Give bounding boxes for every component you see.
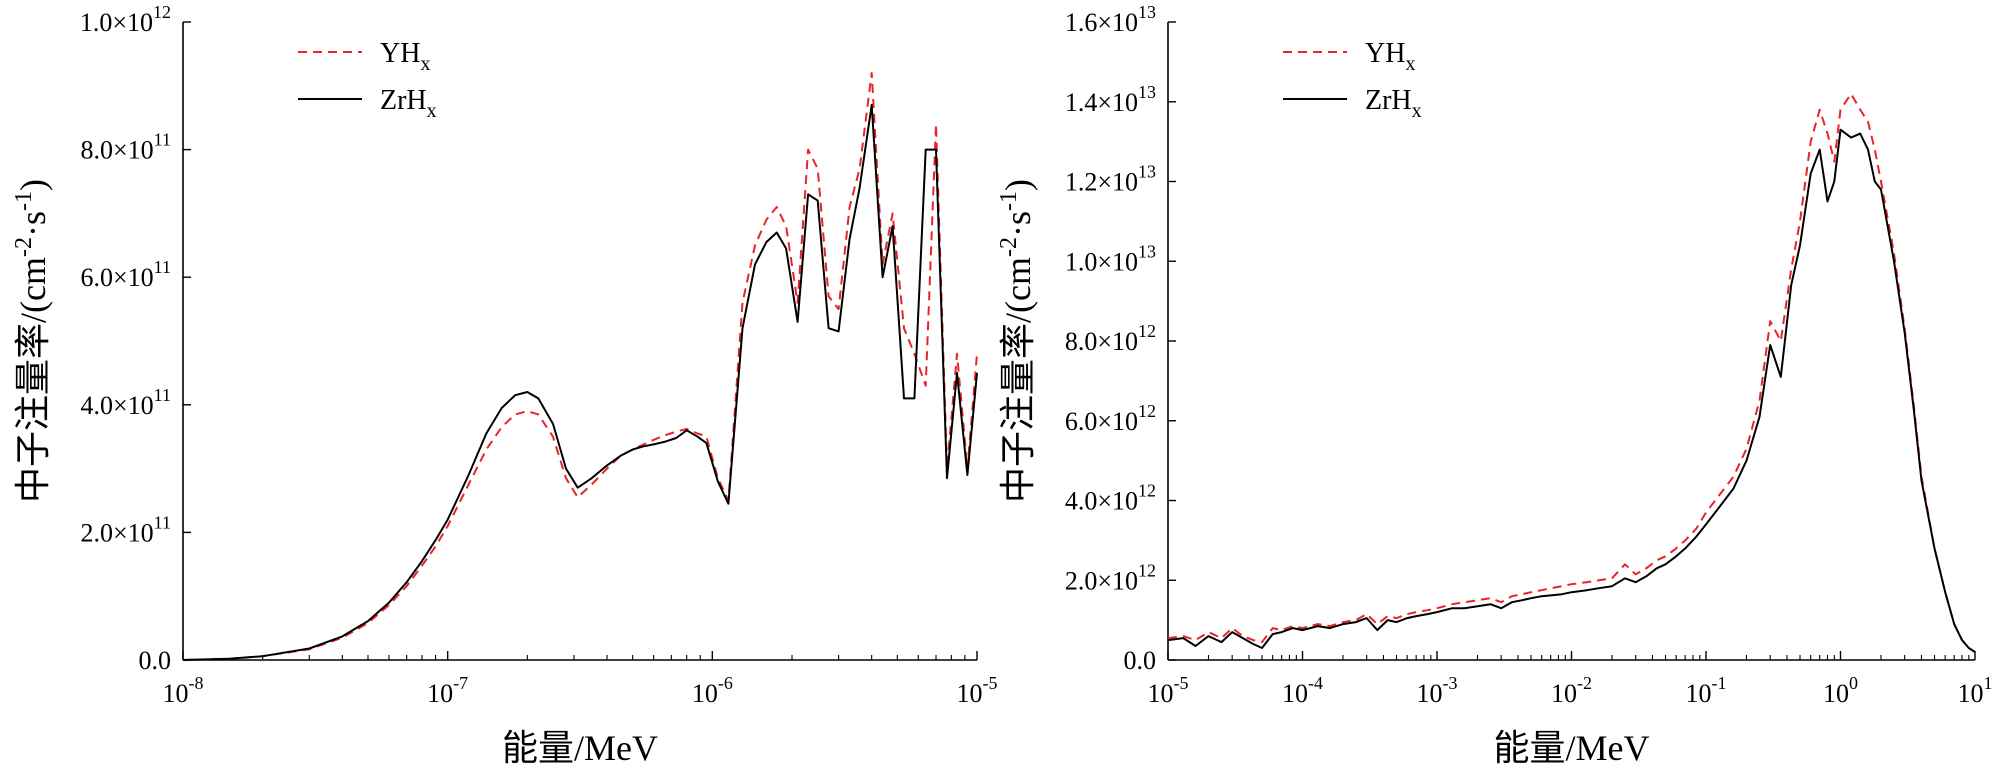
series-line-yh bbox=[1167, 92, 1976, 653]
x-tick-label: 10-3 bbox=[1417, 673, 1458, 708]
x-tick-label: 100 bbox=[1823, 673, 1858, 708]
series-line-zrh bbox=[182, 103, 978, 661]
y-tick-label: 8.0×1012 bbox=[1065, 321, 1156, 356]
chart-1: 0.0 2.0×1011 4.0×1011 6.0×1011 8.0×1011 1.0×1… bbox=[11, 2, 998, 768]
x-tick-label: 10-4 bbox=[1282, 673, 1323, 708]
chart-2: 0.0 2.0×1012 4.0×1012 6.0×1012 8.0×1012 1.0×1… bbox=[996, 2, 1993, 768]
y-tick-label: 1.4×1013 bbox=[1065, 82, 1156, 117]
series-line-yh bbox=[182, 72, 978, 661]
x-tick-label: 10-6 bbox=[692, 673, 733, 708]
x-tick-label: 10-8 bbox=[163, 673, 204, 708]
y-tick-label: 6.0×1011 bbox=[80, 257, 171, 292]
x-axis-label: 能量/MeV bbox=[502, 728, 658, 768]
y-axis-label: 中子注量率/(cm-2·s-1) bbox=[996, 179, 1038, 503]
y-tick-label: 4.0×1011 bbox=[80, 385, 171, 420]
series-line-zrh bbox=[1167, 128, 1976, 653]
x-tick-label: 10-5 bbox=[1148, 673, 1189, 708]
y-tick-label: 2.0×1012 bbox=[1065, 560, 1156, 595]
x-tick-label: 10-7 bbox=[427, 673, 468, 708]
x-tick-label: 10-1 bbox=[1686, 673, 1727, 708]
x-tick-label: 10-5 bbox=[957, 673, 998, 708]
legend-label: ZrHx bbox=[380, 85, 437, 122]
y-axis-label: 中子注量率/(cm-2·s-1) bbox=[11, 179, 53, 503]
y-tick-label: 1.6×1013 bbox=[1065, 2, 1156, 37]
y-tick-label: 1.0×1012 bbox=[80, 2, 171, 37]
legend-label: YHx bbox=[1365, 38, 1415, 75]
legend-label: YHx bbox=[380, 38, 430, 75]
x-tick-label: 101 bbox=[1958, 673, 1993, 708]
y-tick-label: 1.2×1013 bbox=[1065, 162, 1156, 197]
y-tick-label: 0.0 bbox=[1124, 646, 1157, 675]
x-tick-label: 10-2 bbox=[1551, 673, 1592, 708]
y-tick-label: 6.0×1012 bbox=[1065, 401, 1156, 436]
legend-label: ZrHx bbox=[1365, 85, 1422, 122]
y-tick-label: 4.0×1012 bbox=[1065, 481, 1156, 516]
y-tick-label: 2.0×1011 bbox=[80, 512, 171, 547]
y-tick-label: 0.0 bbox=[139, 646, 172, 675]
x-axis-label: 能量/MeV bbox=[1494, 728, 1650, 768]
y-tick-label: 8.0×1011 bbox=[80, 130, 171, 165]
y-tick-label: 1.0×1013 bbox=[1065, 241, 1156, 276]
